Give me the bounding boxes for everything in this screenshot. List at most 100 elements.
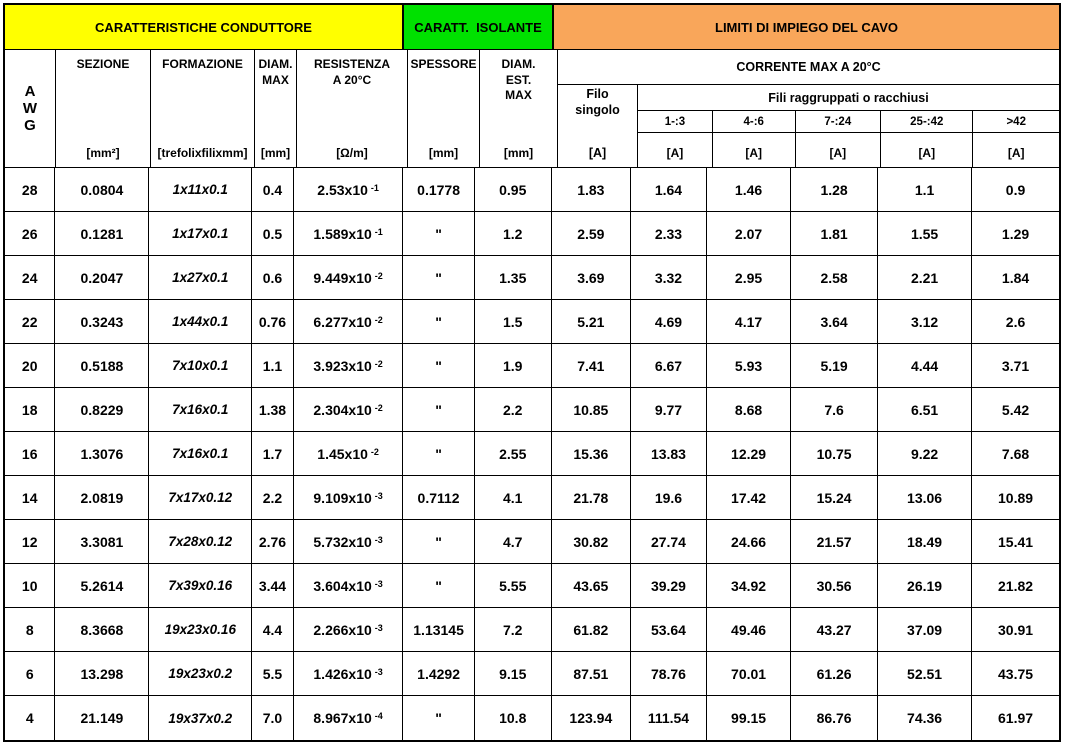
cell-corrente: 5.19 xyxy=(791,344,879,387)
cell-formazione: 7x17x0.12 xyxy=(149,476,253,519)
cell-diam-est-max: 7.2 xyxy=(475,608,552,651)
cell-corrente: 9.22 xyxy=(878,432,973,475)
cell-formazione: 7x16x0.1 xyxy=(149,388,253,431)
resistenza-mantissa: 9.449x10 xyxy=(313,269,372,286)
cell-sezione: 1.3076 xyxy=(55,432,150,475)
cell-spessore: " xyxy=(403,564,475,607)
cell-awg: 4 xyxy=(5,696,56,740)
page: { "bands": [ {"label": "CARATTERISTICHE … xyxy=(0,3,1066,747)
cell-corrente: 21.57 xyxy=(791,520,879,563)
cell-awg: 14 xyxy=(5,476,56,519)
cell-diam-est-max: 1.2 xyxy=(475,212,552,255)
cell-corrente: 49.46 xyxy=(707,608,792,651)
range-units-row: [A] [A] [A] [A] [A] xyxy=(638,133,1059,167)
cell-corrente: 30.82 xyxy=(552,520,631,563)
column-header-resistenza: RESISTENZA A 20°C [Ω/m] xyxy=(297,50,408,167)
cell-sezione: 0.5188 xyxy=(55,344,150,387)
resistenza-mantissa: 6.277x10 xyxy=(313,313,372,330)
range-unit: [A] xyxy=(638,133,713,167)
cell-diam-max: 0.5 xyxy=(252,212,294,255)
cell-diam-max: 2.76 xyxy=(252,520,294,563)
table-row: 14 2.0819 7x17x0.12 2.2 9.109x10 -3 0.7112 4.1 2… xyxy=(5,476,1059,520)
column-header-sezione: SEZIONE [mm²] xyxy=(56,50,151,167)
resistenza-exponent: -3 xyxy=(374,490,383,501)
cell-corrente: 1.83 xyxy=(552,168,631,211)
resistenza-exponent: -2 xyxy=(374,270,383,281)
cell-sezione: 8.3668 xyxy=(55,608,150,651)
corrente-max-title: CORRENTE MAX A 20°C xyxy=(558,50,1059,85)
resistenza-exponent: -1 xyxy=(374,226,383,237)
cell-corrente: 10.89 xyxy=(998,489,1034,506)
cell-corrente: 26.19 xyxy=(878,564,973,607)
cell-corrente: 2.07 xyxy=(707,212,792,255)
cell-sezione: 0.2047 xyxy=(55,256,150,299)
cell-corrente: 3.71 xyxy=(1001,357,1030,374)
cell-corrente: 87.51 xyxy=(552,652,631,695)
band-label: CARATT. ISOLANTE xyxy=(414,19,542,35)
fili-raggruppati-title: Fili raggruppati o racchiusi xyxy=(638,85,1059,111)
resistenza-mantissa: 2.304x10 xyxy=(313,401,372,418)
cell-spessore: 1.13145 xyxy=(403,608,475,651)
cell-resistenza: 3.604x10 -3 xyxy=(294,564,404,607)
cell-awg: 24 xyxy=(5,256,56,299)
corrente-subheader: Filo singolo [A] Fili raggruppati o racc… xyxy=(558,85,1059,167)
range-label: 25-:42 xyxy=(881,111,974,132)
table-row: 16 1.3076 7x16x0.1 1.7 1.45x10 -2 " 2.55 15.36 13… xyxy=(5,432,1059,476)
cell-formazione: 7x39x0.16 xyxy=(149,564,253,607)
range-unit: [A] xyxy=(796,133,882,167)
resistenza-exponent: -3 xyxy=(374,578,383,589)
table-row: 18 0.8229 7x16x0.1 1.38 2.304x10 -2 " 2.2 10.85 9… xyxy=(5,388,1059,432)
cell-corrente: 111.54 xyxy=(631,696,708,740)
column-header-diam-max: DIAM. MAX [mm] xyxy=(255,50,297,167)
resistenza-mantissa: 5.732x10 xyxy=(313,533,372,550)
cell-resistenza: 6.277x10 -2 xyxy=(294,300,404,343)
cell-resistenza: 8.967x10 -4 xyxy=(294,696,404,740)
table-row: 26 0.1281 1x17x0.1 0.5 1.589x10 -1 " 1.2 2.59 2.3… xyxy=(5,212,1059,256)
cell-corrente: 12.29 xyxy=(707,432,792,475)
cell-corrente: 43.75 xyxy=(998,665,1034,682)
cell-diam-max: 0.4 xyxy=(252,168,294,211)
cell-corrente: 7.41 xyxy=(552,344,631,387)
cell-diam-max: 1.7 xyxy=(252,432,294,475)
cell-corrente: 4.69 xyxy=(631,300,708,343)
cell-corrente: 5.21 xyxy=(552,300,631,343)
cell-spessore: 0.7112 xyxy=(403,476,475,519)
cell-diam-max: 1.38 xyxy=(252,388,294,431)
cell-corrente: 5.93 xyxy=(707,344,792,387)
range-label: 7-:24 xyxy=(796,111,882,132)
cell-formazione: 19x23x0.2 xyxy=(149,652,253,695)
table-row: 8 8.3668 19x23x0.16 4.4 2.266x10 -3 1.13145 7.2… xyxy=(5,608,1059,652)
cell-sezione: 0.3243 xyxy=(55,300,150,343)
cell-sezione: 0.1281 xyxy=(55,212,150,255)
resistenza-exponent: -4 xyxy=(374,711,383,721)
cell-sezione: 5.2614 xyxy=(55,564,150,607)
column-unit: [mm] xyxy=(260,146,291,160)
fili-raggruppati-group: Fili raggruppati o racchiusi 1-:3 4-:6 7-:… xyxy=(638,85,1059,167)
header-band-row: CARATTERISTICHE CONDUTTORE CARATT. ISOLA… xyxy=(5,5,1059,50)
cell-corrente: 43.27 xyxy=(791,608,879,651)
cell-diam-max: 0.6 xyxy=(252,256,294,299)
column-title: DIAM. MAX xyxy=(258,57,293,87)
cell-corrente: 37.09 xyxy=(878,608,973,651)
cell-corrente: 24.66 xyxy=(707,520,792,563)
table-row: 28 0.0804 1x11x0.1 0.4 2.53x10 -1 0.1778 0.95 1.… xyxy=(5,168,1059,212)
cell-corrente: 2.6 xyxy=(1005,313,1026,330)
cell-corrente: 1.46 xyxy=(707,168,792,211)
resistenza-mantissa: 3.923x10 xyxy=(313,357,372,374)
cell-awg: 16 xyxy=(5,432,56,475)
cell-corrente: 78.76 xyxy=(631,652,708,695)
resistenza-mantissa: 2.53x10 xyxy=(317,181,368,198)
resistenza-exponent: -2 xyxy=(370,446,379,457)
column-header-diam-est-max: DIAM. EST. MAX [mm] xyxy=(480,50,558,167)
cell-corrente: 21.82 xyxy=(998,577,1034,594)
column-unit: [Ω/m] xyxy=(336,146,368,160)
cell-corrente: 1.55 xyxy=(878,212,973,255)
cell-corrente: 61.82 xyxy=(552,608,631,651)
cell-corrente: 13.06 xyxy=(878,476,973,519)
cell-formazione: 1x27x0.1 xyxy=(149,256,253,299)
cell-corrente: 61.97 xyxy=(998,710,1034,726)
cell-diam-est-max: 9.15 xyxy=(475,652,552,695)
cell-spessore: " xyxy=(403,696,475,740)
resistenza-exponent: -3 xyxy=(374,534,383,545)
cell-awg: 26 xyxy=(5,212,56,255)
